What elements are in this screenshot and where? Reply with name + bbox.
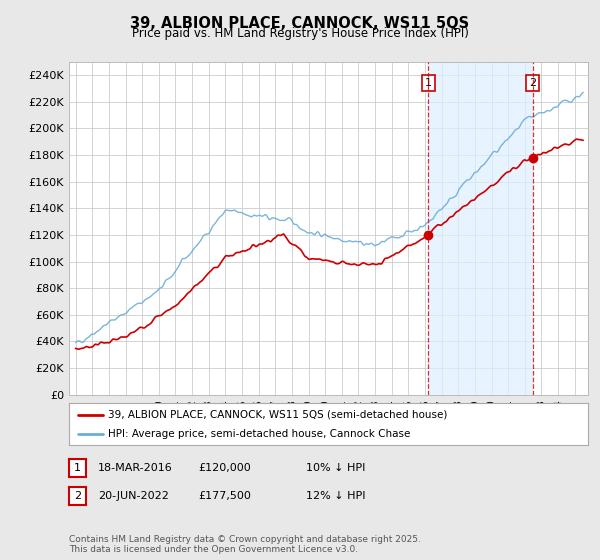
- Text: 2: 2: [74, 491, 81, 501]
- Text: 1: 1: [74, 463, 81, 473]
- Text: 18-MAR-2016: 18-MAR-2016: [98, 463, 173, 473]
- Text: 20-JUN-2022: 20-JUN-2022: [98, 491, 169, 501]
- Bar: [428, 62, 533, 395]
- Text: Contains HM Land Registry data © Crown copyright and database right 2025.
This d: Contains HM Land Registry data © Crown c…: [69, 535, 421, 554]
- Text: 39, ALBION PLACE, CANNOCK, WS11 5QS (semi-detached house): 39, ALBION PLACE, CANNOCK, WS11 5QS (sem…: [108, 409, 448, 419]
- Text: 2: 2: [529, 78, 536, 88]
- Text: 39, ALBION PLACE, CANNOCK, WS11 5QS: 39, ALBION PLACE, CANNOCK, WS11 5QS: [130, 16, 470, 31]
- Text: 12% ↓ HPI: 12% ↓ HPI: [306, 491, 365, 501]
- Text: HPI: Average price, semi-detached house, Cannock Chase: HPI: Average price, semi-detached house,…: [108, 429, 410, 439]
- Text: £177,500: £177,500: [198, 491, 251, 501]
- Text: 1: 1: [425, 78, 432, 88]
- Text: £120,000: £120,000: [198, 463, 251, 473]
- Text: 10% ↓ HPI: 10% ↓ HPI: [306, 463, 365, 473]
- Text: Price paid vs. HM Land Registry's House Price Index (HPI): Price paid vs. HM Land Registry's House …: [131, 27, 469, 40]
